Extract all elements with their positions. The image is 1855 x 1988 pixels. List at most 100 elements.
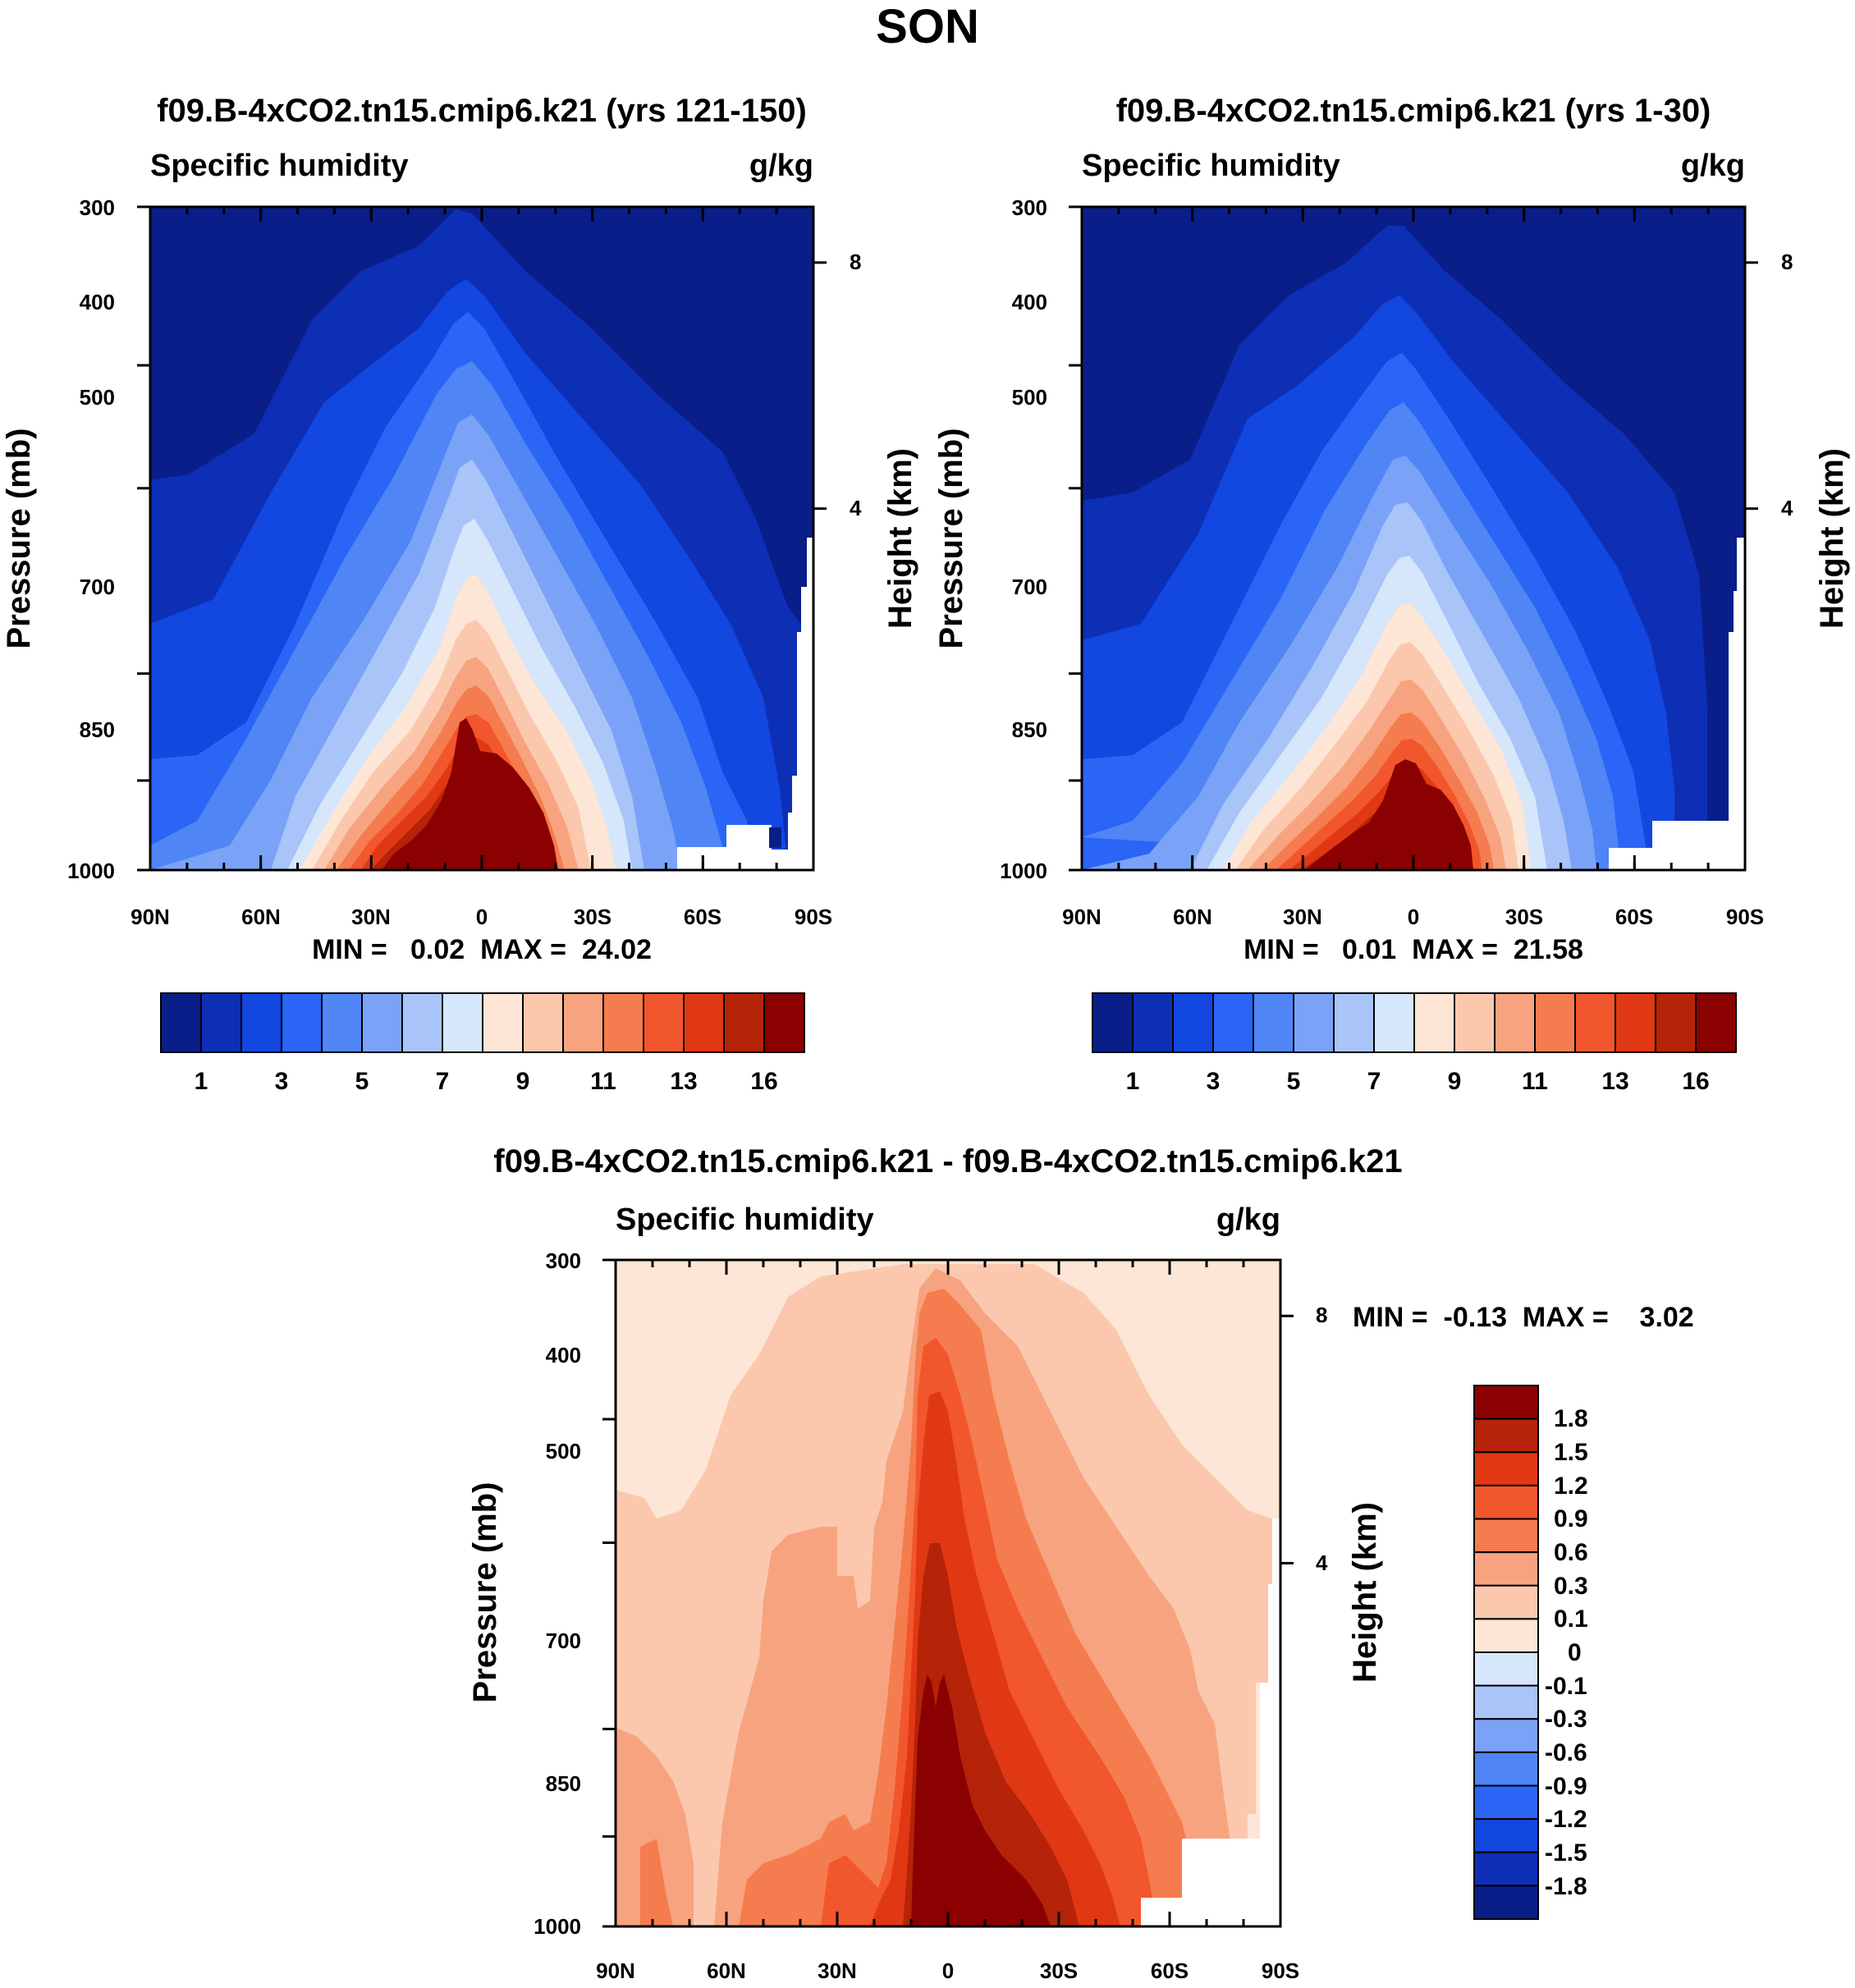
panel-a-ylabel-pressure: Pressure (mb) [1, 428, 37, 649]
panel-b-ylabel-height: Height (km) [1814, 448, 1850, 629]
panel-b-missing-data [1609, 538, 1745, 870]
lat-tick-label: 90N [1062, 905, 1102, 929]
lat-tick-label: 60N [241, 905, 281, 929]
colorbar-label: -0.9 [1545, 1773, 1587, 1800]
height-tick-label: 8 [1781, 250, 1793, 274]
colorbar-label: 3 [1207, 1068, 1221, 1095]
pressure-tick-label: 700 [546, 1628, 581, 1653]
panel-b-title: f09.B-4xCO2.tn15.cmip6.k21 (yrs 1-30) [1116, 93, 1711, 129]
colorbar-label: -1.2 [1545, 1806, 1587, 1833]
panel-c-min-max: MIN = -0.13 MAX = 3.02 [1353, 1302, 1694, 1333]
panel-c-variable-label: Specific humidity [616, 1202, 874, 1237]
colorbar-swatch [1473, 1385, 1539, 1420]
panel-c-lat-ticklabels: 90N 60N 30N 0 30S 60S 90S [596, 1958, 1299, 1983]
colorbar-swatch [1655, 992, 1697, 1053]
panel-a-units-label: g/kg [749, 149, 813, 183]
height-tick-label: 8 [850, 250, 861, 274]
colorbar-swatch [1473, 1684, 1539, 1720]
lat-tick-label: 30S [1505, 905, 1543, 929]
panel-b-variable-label: Specific humidity [1082, 149, 1340, 183]
colorbar-swatch [321, 992, 363, 1053]
colorbar-label: 13 [1601, 1068, 1628, 1095]
lat-tick-label: 30N [351, 905, 391, 929]
colorbar-swatch [1373, 992, 1415, 1053]
colorbar-swatch [200, 992, 242, 1053]
colorbar-swatch [1473, 1584, 1539, 1620]
panel-b-level-16 [1305, 759, 1473, 870]
panel-c-colorbar [1473, 1385, 1539, 1920]
colorbar-label: 16 [1682, 1068, 1709, 1095]
colorbar-swatch [1473, 1451, 1539, 1486]
lat-tick-label: 30S [1040, 1958, 1078, 1983]
panel-a-variable-label: Specific humidity [150, 149, 409, 183]
colorbar-swatch [1473, 1818, 1539, 1853]
panel-a-colorbar [160, 992, 805, 1053]
lat-tick-label: 90N [596, 1958, 635, 1983]
panel-b-colorbar-labels: 1 3 5 7 9 11 13 16 [1126, 1068, 1710, 1095]
colorbar-label: -0.1 [1545, 1673, 1587, 1700]
panel-a: f09.B-4xCO2.tn15.cmip6.k21 (yrs 121-150)… [1, 93, 918, 1095]
colorbar-swatch [1473, 1718, 1539, 1753]
colorbar-swatch [1473, 1851, 1539, 1887]
height-tick-label: 4 [1781, 496, 1793, 520]
panel-b-ylabel-pressure: Pressure (mb) [933, 428, 969, 649]
colorbar-swatch [240, 992, 282, 1053]
panel-a-ticks [137, 205, 827, 872]
colorbar-label: 5 [355, 1068, 369, 1095]
colorbar-label: 11 [1522, 1068, 1548, 1095]
colorbar-swatch [401, 992, 443, 1053]
colorbar-label: 1 [1126, 1068, 1140, 1095]
panel-a-min-max: MIN = 0.02 MAX = 24.02 [312, 934, 652, 965]
colorbar-swatch [643, 992, 685, 1053]
colorbar-swatch [1413, 992, 1455, 1053]
lat-tick-label: 60S [1151, 1958, 1189, 1983]
colorbar-swatch [562, 992, 604, 1053]
pressure-tick-label: 850 [80, 717, 115, 742]
colorbar-label: -0.3 [1545, 1706, 1587, 1733]
colorbar-swatch [442, 992, 483, 1053]
panel-b-height-ticklabels: 8 4 [1781, 250, 1793, 520]
height-tick-label: 4 [1316, 1551, 1328, 1575]
pressure-tick-label: 500 [80, 385, 115, 410]
lat-tick-label: 90S [1262, 1958, 1299, 1983]
height-tick-label: 8 [1316, 1303, 1327, 1327]
lat-tick-label: 30N [1283, 905, 1322, 929]
panel-c-ylabel-pressure: Pressure (mb) [467, 1482, 503, 1703]
colorbar-label: 1.8 [1554, 1405, 1588, 1432]
pressure-tick-label: 850 [546, 1771, 581, 1796]
colorbar-label: 3 [275, 1068, 289, 1095]
colorbar-swatch [1534, 992, 1576, 1053]
pressure-tick-label: 1000 [1000, 859, 1047, 883]
colorbar-swatch [763, 992, 805, 1053]
panel-c-level-1.8 [911, 1674, 1051, 1926]
colorbar-label: 7 [436, 1068, 450, 1095]
pressure-tick-label: 700 [1012, 575, 1047, 599]
colorbar-swatch [1172, 992, 1214, 1053]
panel-c-contour-fill [616, 1260, 1280, 1926]
colorbar-label: 13 [670, 1068, 697, 1095]
panel-a-title: f09.B-4xCO2.tn15.cmip6.k21 (yrs 121-150) [157, 93, 807, 129]
colorbar-label: 5 [1287, 1068, 1301, 1095]
colorbar-label: -0.6 [1545, 1739, 1587, 1766]
colorbar-swatch [683, 992, 725, 1053]
pressure-tick-label: 850 [1012, 717, 1047, 742]
panel-b-colorbar [1092, 992, 1737, 1053]
panel-c: f09.B-4xCO2.tn15.cmip6.k21 - f09.B-4xCO2… [467, 1143, 1694, 1983]
colorbar-swatch [1473, 1518, 1539, 1554]
colorbar-swatch [1494, 992, 1536, 1053]
colorbar-label: 0.1 [1554, 1606, 1588, 1633]
panel-b-units-label: g/kg [1681, 149, 1745, 183]
panel-c-units-label: g/kg [1216, 1202, 1280, 1237]
colorbar-swatch [1212, 992, 1254, 1053]
colorbar-label: -1.5 [1545, 1839, 1587, 1867]
lat-tick-label: 60N [1173, 905, 1212, 929]
pressure-tick-label: 500 [1012, 385, 1047, 410]
panel-c-ticks [602, 1258, 1294, 1928]
colorbar-swatch [1473, 1784, 1539, 1821]
page-title: SON [876, 0, 979, 53]
pressure-tick-label: 400 [80, 290, 115, 314]
pressure-tick-label: 400 [1012, 290, 1047, 314]
colorbar-swatch [160, 992, 202, 1053]
lat-tick-label: 30S [574, 905, 611, 929]
colorbar-swatch [1253, 992, 1294, 1053]
